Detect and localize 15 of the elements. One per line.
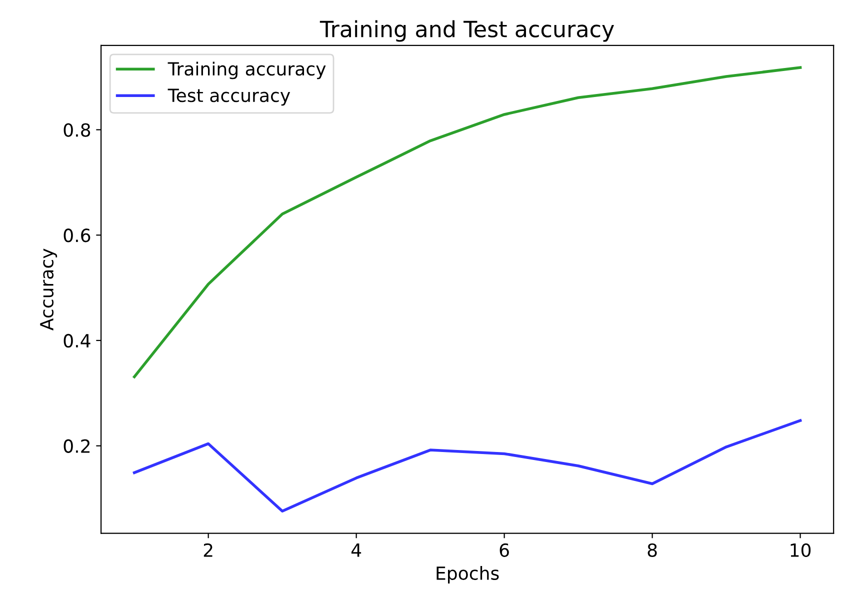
line-series [132,419,802,513]
y-tick-label: 0.6 [64,228,90,242]
x-tick-label: 10 [790,543,811,557]
legend-label: Test accuracy [168,88,290,106]
x-axis-title: Epochs [436,566,499,584]
y-tick-label: 0.4 [64,334,90,348]
y-tick-label: 0.2 [64,439,90,453]
legend-label: Training accuracy [168,62,326,80]
chart-title: Training and Test accuracy [320,20,614,42]
x-tick-label: 8 [648,543,657,557]
x-tick-label: 6 [500,543,509,557]
y-axis-title: Accuracy [40,248,58,330]
x-tick-label: 2 [204,543,212,557]
x-tick-label: 4 [351,544,362,557]
y-tick-label: 0.8 [64,123,90,137]
